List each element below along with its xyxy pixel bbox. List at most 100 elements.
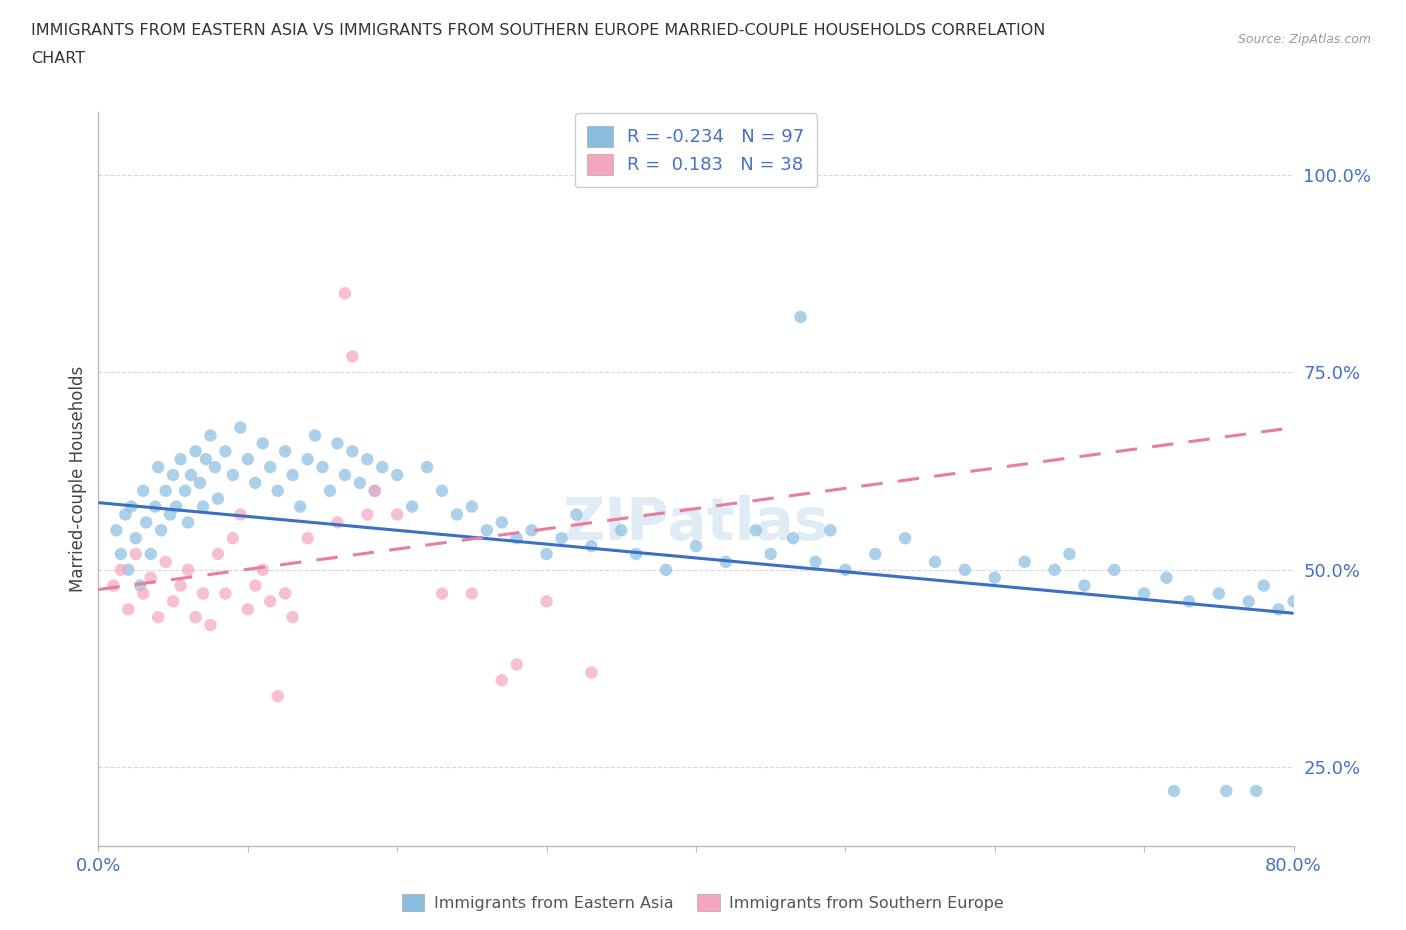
Point xyxy=(506,658,529,672)
Point xyxy=(1215,784,1237,799)
Point xyxy=(984,570,1007,585)
Point xyxy=(191,586,214,601)
Point xyxy=(333,286,356,300)
Point xyxy=(165,499,187,514)
Point xyxy=(150,523,173,538)
Point xyxy=(506,531,529,546)
Point xyxy=(655,563,678,578)
Point xyxy=(1237,594,1260,609)
Point xyxy=(461,586,484,601)
Point xyxy=(195,452,218,467)
Point xyxy=(117,602,139,617)
Point xyxy=(143,499,166,514)
Point xyxy=(782,531,804,546)
Point xyxy=(1156,570,1178,585)
Point xyxy=(135,515,157,530)
Point xyxy=(159,507,181,522)
Point xyxy=(222,531,245,546)
Point xyxy=(610,523,633,538)
Point xyxy=(200,618,222,632)
Legend: R = -0.234   N = 97, R =  0.183   N = 38: R = -0.234 N = 97, R = 0.183 N = 38 xyxy=(575,113,817,188)
Point xyxy=(281,468,304,483)
Point xyxy=(1208,586,1230,601)
Point xyxy=(581,665,603,680)
Point xyxy=(1244,784,1267,799)
Legend: Immigrants from Eastern Asia, Immigrants from Southern Europe: Immigrants from Eastern Asia, Immigrants… xyxy=(395,888,1011,917)
Point xyxy=(685,538,707,553)
Point xyxy=(155,554,177,569)
Point xyxy=(132,484,155,498)
Point xyxy=(222,468,245,483)
Point xyxy=(1282,594,1305,609)
Point xyxy=(191,499,214,514)
Point xyxy=(259,459,281,474)
Point xyxy=(200,428,222,443)
Point xyxy=(1059,547,1081,562)
Point xyxy=(520,523,543,538)
Point xyxy=(105,523,128,538)
Point xyxy=(759,547,782,562)
Point xyxy=(132,586,155,601)
Point xyxy=(536,594,558,609)
Point xyxy=(267,484,290,498)
Point xyxy=(114,507,136,522)
Point xyxy=(581,538,603,553)
Point xyxy=(252,436,274,451)
Point xyxy=(491,673,513,688)
Point xyxy=(139,547,162,562)
Point xyxy=(446,507,468,522)
Text: IMMIGRANTS FROM EASTERN ASIA VS IMMIGRANTS FROM SOUTHERN EUROPE MARRIED-COUPLE H: IMMIGRANTS FROM EASTERN ASIA VS IMMIGRAN… xyxy=(31,23,1045,38)
Point xyxy=(207,547,229,562)
Point xyxy=(626,547,648,562)
Point xyxy=(204,459,226,474)
Point xyxy=(177,563,200,578)
Point xyxy=(349,475,371,490)
Point xyxy=(120,499,142,514)
Point xyxy=(125,547,148,562)
Point xyxy=(184,610,207,625)
Point xyxy=(297,452,319,467)
Point xyxy=(236,602,259,617)
Point xyxy=(169,578,191,593)
Point xyxy=(169,452,191,467)
Point xyxy=(430,484,453,498)
Point xyxy=(188,475,211,490)
Point xyxy=(174,484,197,498)
Point xyxy=(245,475,267,490)
Point xyxy=(745,523,768,538)
Point xyxy=(550,531,572,546)
Point xyxy=(214,586,236,601)
Point xyxy=(259,594,281,609)
Point xyxy=(1163,784,1185,799)
Point xyxy=(1253,578,1275,593)
Point xyxy=(342,349,364,364)
Point xyxy=(475,523,498,538)
Point xyxy=(924,554,946,569)
Point xyxy=(834,563,856,578)
Point xyxy=(252,563,274,578)
Point xyxy=(274,444,297,458)
Point xyxy=(356,452,378,467)
Point xyxy=(894,531,917,546)
Point xyxy=(214,444,236,458)
Point xyxy=(229,507,252,522)
Point xyxy=(184,444,207,458)
Point xyxy=(297,531,319,546)
Point xyxy=(1178,594,1201,609)
Point xyxy=(385,507,409,522)
Point xyxy=(1133,586,1156,601)
Point xyxy=(110,547,132,562)
Point xyxy=(430,586,453,601)
Text: Source: ZipAtlas.com: Source: ZipAtlas.com xyxy=(1237,33,1371,46)
Point xyxy=(229,420,252,435)
Point xyxy=(326,515,349,530)
Point xyxy=(371,459,394,474)
Point xyxy=(207,491,229,506)
Point xyxy=(139,570,162,585)
Point xyxy=(416,459,439,474)
Point xyxy=(311,459,333,474)
Y-axis label: Married-couple Households: Married-couple Households xyxy=(69,365,87,592)
Text: CHART: CHART xyxy=(31,51,84,66)
Point xyxy=(1043,563,1066,578)
Point xyxy=(953,563,976,578)
